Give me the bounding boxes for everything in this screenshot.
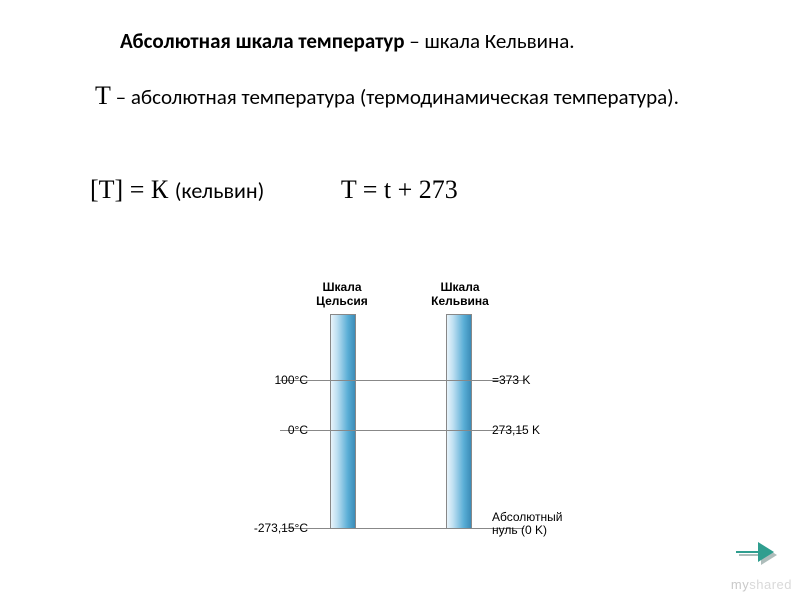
label-273k: 273,15 K (492, 423, 540, 437)
label-minus273c: -273,15°С (224, 521, 308, 535)
label-100c: 100°С (250, 373, 308, 387)
celsius-bar (330, 314, 356, 529)
line-100c (280, 380, 524, 381)
line-0c (280, 430, 524, 431)
title-rest: – шкала Кельвина. (405, 28, 575, 54)
label-0c: 0°С (250, 423, 308, 437)
kelvin-bar (446, 314, 472, 529)
watermark-text: shared (749, 577, 792, 592)
next-button[interactable] (734, 538, 778, 568)
line-abs-zero (280, 528, 524, 529)
title-bold: Абсолютная шкала температур (120, 28, 405, 54)
subheading: Т – абсолютная температура (термодинамич… (95, 80, 740, 113)
watermark: myshared (731, 577, 792, 592)
page-title: Абсолютная шкала температур – шкала Кель… (120, 28, 575, 54)
formula-row: [Т] = К (кельвин) T = t + 273 (90, 175, 458, 205)
formula-equation: T = t + 273 (341, 175, 458, 204)
temperature-scale-chart: Шкала Цельсия Шкала Кельвина 100°С 0°С -… (220, 280, 580, 560)
abs-zero-line1: Абсолютный (492, 510, 562, 524)
label-373k: =373 K (492, 373, 530, 387)
variable-T: Т (95, 81, 111, 110)
formula-unit: (кельвин) (175, 177, 265, 204)
label-absolute-zero: Абсолютный нуль (0 K) (492, 511, 562, 537)
kelvin-header: Шкала Кельвина (420, 280, 500, 309)
arrow-right-icon (734, 538, 778, 568)
subheading-text: – абсолютная температура (термодинамичес… (111, 84, 679, 110)
abs-zero-line2: нуль (0 K) (492, 523, 547, 537)
formula-bracket: [Т] = К (90, 175, 175, 204)
celsius-header: Шкала Цельсия (302, 280, 382, 309)
